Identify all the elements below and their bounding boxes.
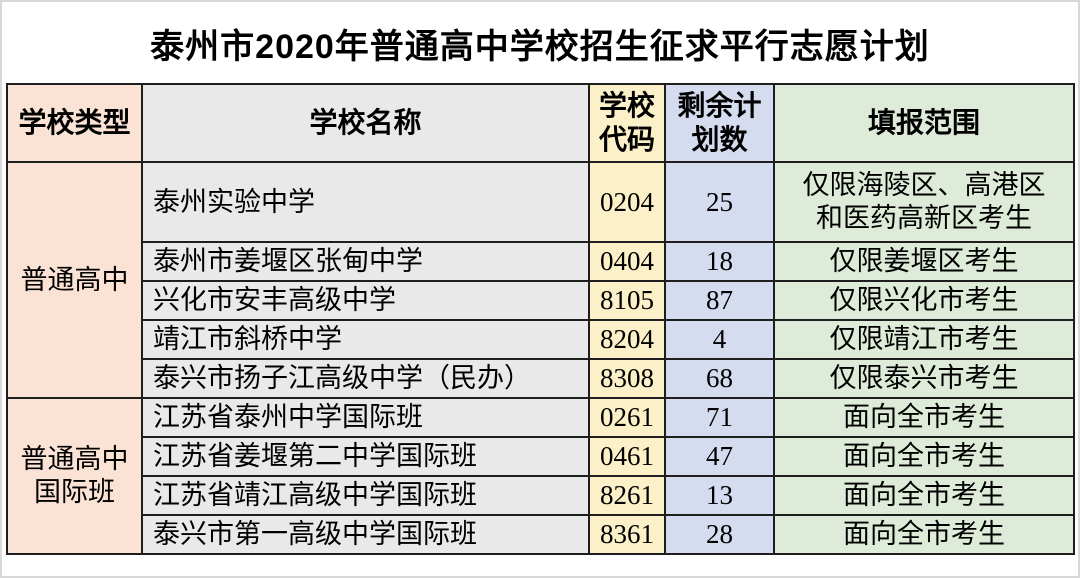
cell-school-code: 0204 bbox=[588, 161, 666, 243]
cell-school-name: 泰兴市第一高级中学国际班 bbox=[141, 514, 590, 555]
cell-school-code: 0461 bbox=[588, 436, 666, 477]
cell-scope: 面向全市考生 bbox=[773, 475, 1075, 516]
table-header-row: 学校类型 学校名称 学校 代码 剩余计 划数 填报范围 bbox=[6, 83, 1075, 163]
cell-remaining-plan: 28 bbox=[664, 514, 775, 555]
header-school-type: 学校类型 bbox=[6, 83, 143, 163]
group-cell-international-class: 普通高中 国际班 bbox=[6, 397, 143, 555]
cell-school-code: 8204 bbox=[588, 319, 666, 360]
cell-school-code: 8105 bbox=[588, 280, 666, 321]
page-title: 泰州市2020年普通高中学校招生征求平行志愿计划 bbox=[150, 27, 930, 66]
table-row: 兴化市安丰高级中学 8105 87 仅限兴化市考生 bbox=[7, 280, 1075, 321]
cell-school-name: 兴化市安丰高级中学 bbox=[141, 280, 590, 321]
cell-remaining-plan: 71 bbox=[664, 397, 775, 438]
cell-remaining-plan: 4 bbox=[664, 319, 775, 360]
cell-school-name: 江苏省泰州中学国际班 bbox=[141, 397, 590, 438]
cell-school-code: 0404 bbox=[588, 241, 666, 282]
cell-remaining-plan: 87 bbox=[664, 280, 775, 321]
table-row: 泰兴市扬子江高级中学（民办） 8308 68 仅限泰兴市考生 bbox=[7, 358, 1075, 399]
cell-remaining-plan: 18 bbox=[664, 241, 775, 282]
header-application-scope: 填报范围 bbox=[773, 83, 1075, 163]
table-row: 泰兴市第一高级中学国际班 8361 28 面向全市考生 bbox=[7, 514, 1075, 555]
cell-school-name: 江苏省姜堰第二中学国际班 bbox=[141, 436, 590, 477]
cell-scope: 仅限姜堰区考生 bbox=[773, 241, 1075, 282]
cell-school-code: 0261 bbox=[588, 397, 666, 438]
cell-remaining-plan: 47 bbox=[664, 436, 775, 477]
header-school-code: 学校 代码 bbox=[588, 83, 666, 163]
cell-scope: 仅限靖江市考生 bbox=[773, 319, 1075, 360]
group-cell-regular-high-school: 普通高中 bbox=[6, 161, 143, 399]
cell-scope: 面向全市考生 bbox=[773, 514, 1075, 555]
table-row: 江苏省靖江高级中学国际班 8261 13 面向全市考生 bbox=[7, 475, 1075, 516]
cell-school-name: 泰州市姜堰区张甸中学 bbox=[141, 241, 590, 282]
cell-school-name: 江苏省靖江高级中学国际班 bbox=[141, 475, 590, 516]
cell-scope: 仅限泰兴市考生 bbox=[773, 358, 1075, 399]
cell-school-code: 8308 bbox=[588, 358, 666, 399]
cell-remaining-plan: 68 bbox=[664, 358, 775, 399]
cell-remaining-plan: 25 bbox=[664, 161, 775, 243]
cell-scope: 仅限兴化市考生 bbox=[773, 280, 1075, 321]
table-row: 靖江市斜桥中学 8204 4 仅限靖江市考生 bbox=[7, 319, 1075, 360]
cell-school-name: 靖江市斜桥中学 bbox=[141, 319, 590, 360]
cell-scope: 仅限海陵区、高港区 和医药高新区考生 bbox=[773, 161, 1075, 243]
cell-scope: 面向全市考生 bbox=[773, 436, 1075, 477]
table-row: 泰州市姜堰区张甸中学 0404 18 仅限姜堰区考生 bbox=[7, 241, 1075, 282]
header-remaining-plan: 剩余计 划数 bbox=[664, 83, 775, 163]
table-row: 普通高中 泰州实验中学 0204 25 仅限海陵区、高港区 和医药高新区考生 bbox=[6, 161, 1075, 399]
cell-school-name: 泰州实验中学 bbox=[141, 161, 590, 243]
table-row: 普通高中 国际班 江苏省泰州中学国际班 0261 71 面向全市考生 bbox=[6, 397, 1075, 555]
header-school-name: 学校名称 bbox=[141, 83, 590, 163]
cell-school-code: 8261 bbox=[588, 475, 666, 516]
enrollment-plan-table: 学校类型 学校名称 学校 代码 剩余计 划数 填报范围 普通高中 泰州实验中学 … bbox=[6, 83, 1075, 555]
cell-remaining-plan: 13 bbox=[664, 475, 775, 516]
cell-school-code: 8361 bbox=[588, 514, 666, 555]
table-row: 江苏省姜堰第二中学国际班 0461 47 面向全市考生 bbox=[7, 436, 1075, 477]
cell-school-name: 泰兴市扬子江高级中学（民办） bbox=[141, 358, 590, 399]
cell-scope: 面向全市考生 bbox=[773, 397, 1075, 438]
